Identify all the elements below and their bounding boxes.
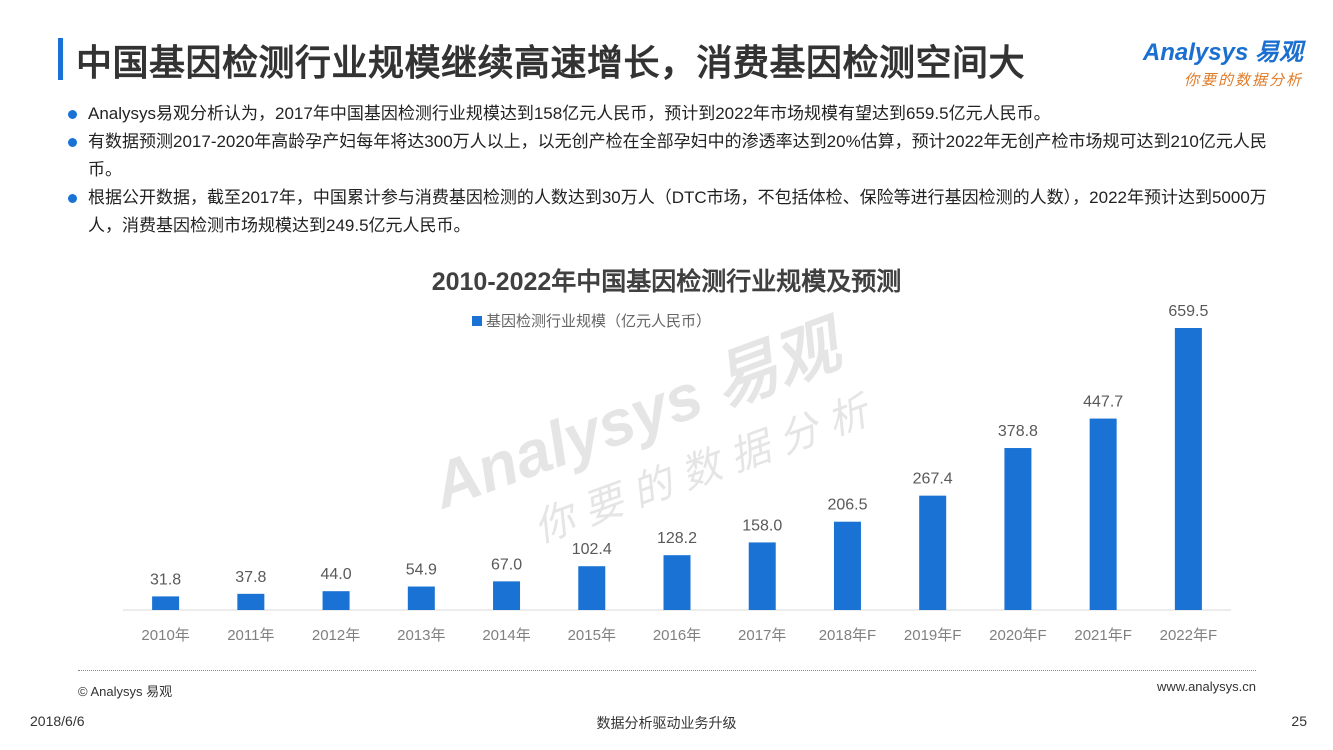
page-number: 25 [1291,713,1307,729]
bar-5 [493,581,521,610]
bar-3 [322,591,350,610]
x-tick-label: 2020年F [989,627,1047,644]
bar-9 [833,521,861,610]
data-label: 267.4 [913,471,953,488]
bullet-dot-icon [68,110,77,119]
website-link[interactable]: www.analysys.cn [1157,679,1256,694]
bar-6 [578,566,606,610]
bar-8 [748,542,776,610]
x-tick-label: 2022年F [1160,627,1218,644]
logo-wordmark: Analysys 易观 [1142,39,1303,66]
title-accent-bar [58,38,63,80]
footer-divider [78,670,1256,671]
page-title: 中国基因检测行业规模继续高速增长，消费基因检测空间大 [76,43,1026,84]
chart-legend: 基因检测行业规模（亿元人民币） [472,310,711,331]
x-tick-label: 2014年 [482,627,530,644]
data-label: 206.5 [827,497,867,514]
bar-10 [919,495,947,610]
footer-date: 2018/6/6 [30,713,85,729]
bar-7 [663,555,691,610]
data-label: 44.0 [321,566,352,583]
x-tick-label: 2021年F [1074,627,1132,644]
data-label: 54.9 [406,562,437,579]
data-label: 128.2 [657,530,697,547]
x-tick-label: 2015年 [568,627,616,644]
x-tick-label: 2016年 [653,627,701,644]
bar-4 [407,586,435,610]
data-label: 447.7 [1083,394,1123,411]
bullet-dot-icon [68,194,77,203]
x-tick-label: 2018年F [819,627,877,644]
x-tick-label: 2011年 [227,627,274,644]
bullet-text: Analysys易观分析认为，2017年中国基因检测行业规模达到158亿元人民币… [88,104,1051,123]
logo-slogan: 你要的数据分析 [1183,72,1303,89]
x-tick-label: 2017年 [738,627,786,644]
footer-slogan: 数据分析驱动业务升级 [596,715,737,731]
data-label: 378.8 [998,423,1038,440]
bar-13 [1174,328,1202,610]
data-label: 31.8 [150,571,181,588]
copyright: © Analysys 易观 [78,684,173,699]
data-label: 659.5 [1168,303,1208,320]
data-label: 67.0 [491,556,522,573]
x-tick-label: 2010年 [141,627,189,644]
legend-label: 基因检测行业规模（亿元人民币） [486,313,712,330]
data-label: 37.8 [235,569,266,586]
bullet-item: Analysys易观分析认为，2017年中国基因检测行业规模达到158亿元人民币… [68,100,1278,128]
summary-bullets: Analysys易观分析认为，2017年中国基因检测行业规模达到158亿元人民币… [68,100,1278,240]
bullet-item: 有数据预测2017-2020年高龄孕产妇每年将达300万人以上，以无创产检在全部… [68,128,1278,184]
bar-12 [1089,418,1117,610]
x-tick-label: 2012年 [312,627,360,644]
bullet-dot-icon [68,138,77,147]
bar-1 [152,596,180,610]
bar-2 [237,593,265,610]
brand-logo: Analysys 易观 你要的数据分析 [1143,32,1303,90]
bullet-text: 有数据预测2017-2020年高龄孕产妇每年将达300万人以上，以无创产检在全部… [88,132,1267,179]
data-label: 158.0 [742,517,782,534]
legend-swatch [472,316,482,326]
data-label: 102.4 [572,541,612,558]
bullet-item: 根据公开数据，截至2017年，中国累计参与消费基因检测的人数达到30万人（DTC… [68,184,1278,240]
bar-11 [1004,448,1032,610]
x-tick-label: 2013年 [397,627,445,644]
bullet-text: 根据公开数据，截至2017年，中国累计参与消费基因检测的人数达到30万人（DTC… [88,188,1267,235]
x-tick-label: 2019年F [904,627,962,644]
chart-title: 2010-2022年中国基因检测行业规模及预测 [431,268,902,296]
